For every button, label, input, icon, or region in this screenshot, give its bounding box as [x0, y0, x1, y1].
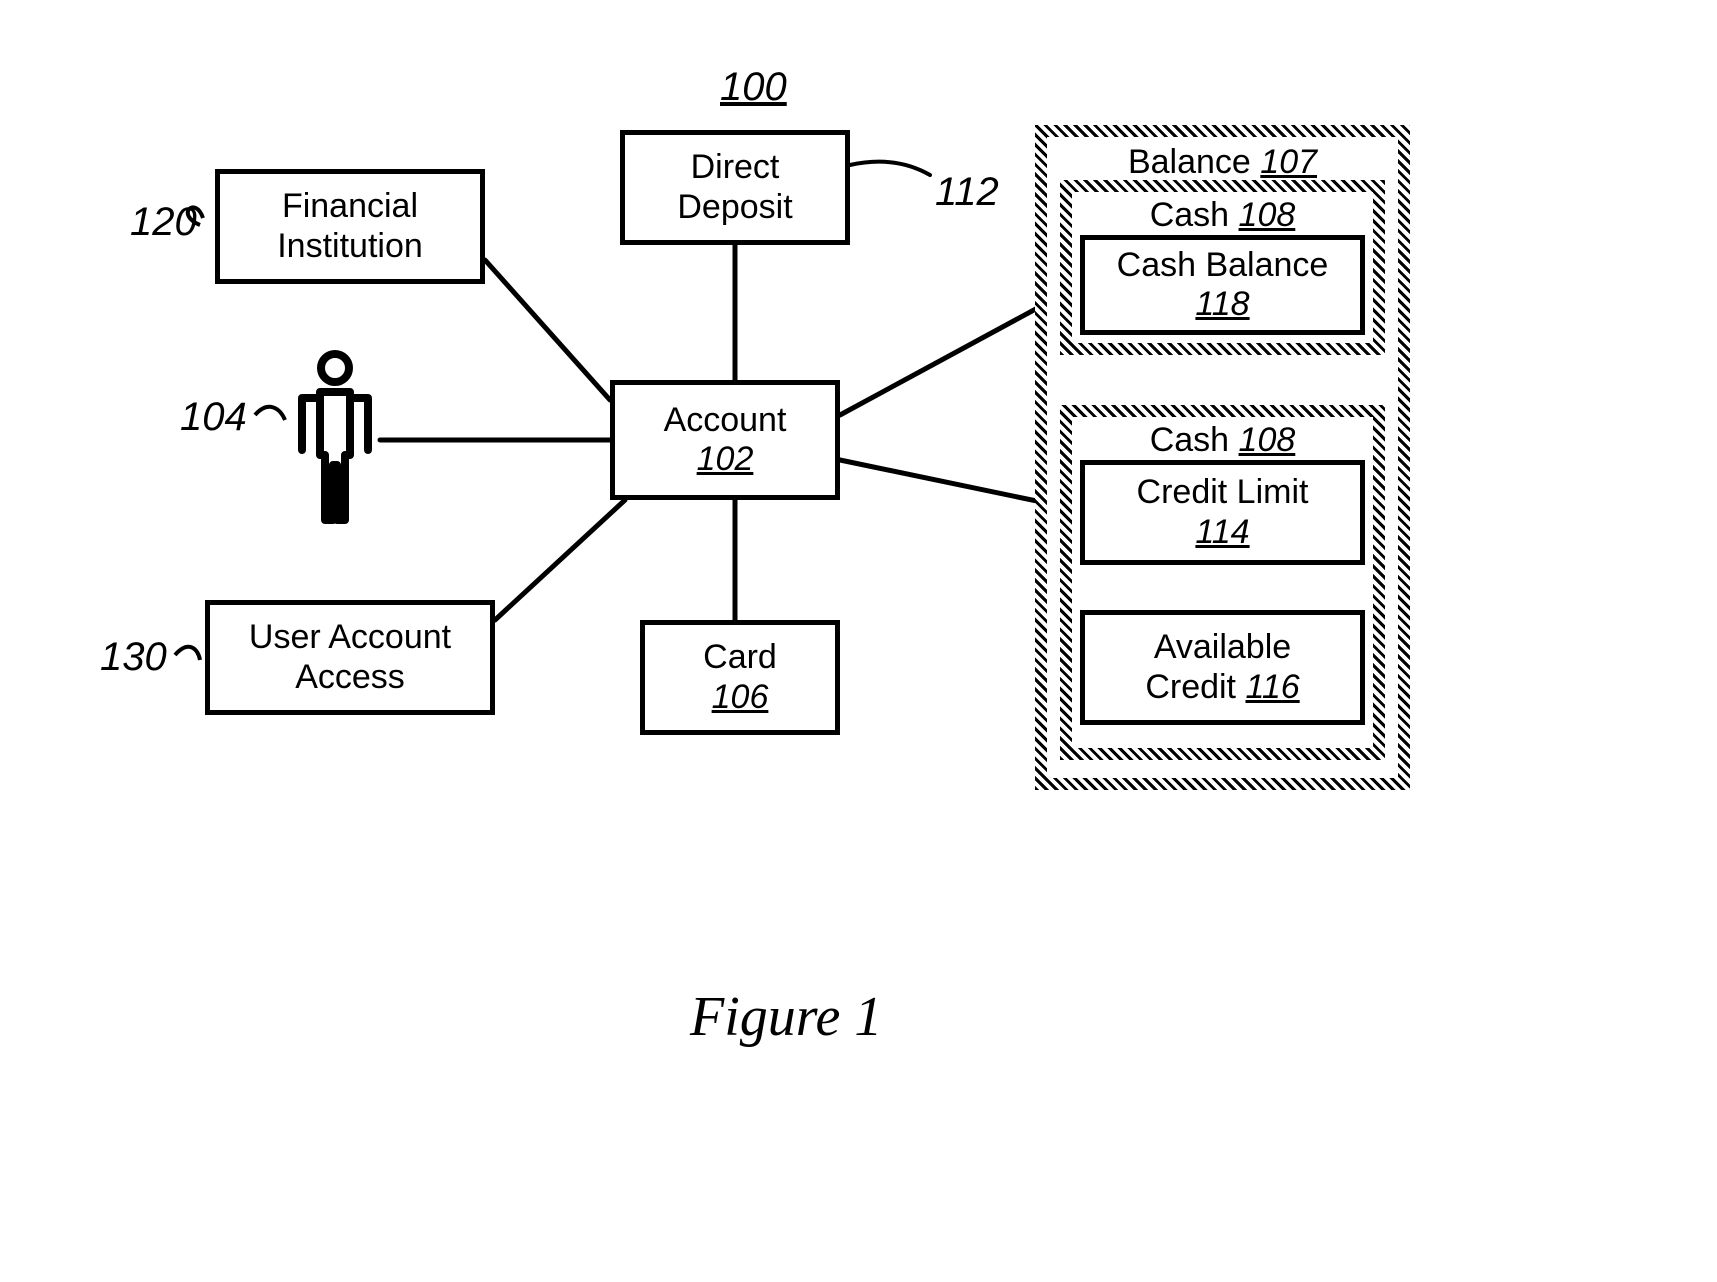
balance-title: Balance 107 — [1047, 143, 1398, 182]
node-label: Card — [703, 638, 777, 677]
node-label: Cash Balance — [1117, 246, 1329, 285]
node-card: Card 106 — [640, 620, 840, 735]
cash-upper-title: Cash 108 — [1072, 196, 1373, 235]
cash1-label: Cash — [1150, 196, 1229, 234]
avail-label2: Credit — [1145, 668, 1236, 706]
diagram-stage: 100 Financial Institution 120 Direct Dep… — [0, 0, 1717, 1282]
node-label: Credit Limit — [1137, 473, 1309, 512]
node-available-credit: Available Credit 116 — [1080, 610, 1365, 725]
node-label: Available — [1154, 628, 1291, 667]
node-number: 118 — [1195, 285, 1249, 324]
balance-num: 107 — [1260, 143, 1317, 181]
cash2-num: 108 — [1239, 421, 1296, 459]
balance-label: Balance — [1128, 143, 1251, 181]
ref-leader-130 — [0, 0, 1717, 1282]
cash1-num: 108 — [1239, 196, 1296, 234]
node-credit-limit: Credit Limit 114 — [1080, 460, 1365, 565]
node-cash-balance: Cash Balance 118 — [1080, 235, 1365, 335]
cash2-label: Cash — [1150, 421, 1229, 459]
avail-credit-line2: Credit 116 — [1145, 668, 1299, 707]
cash-lower-title: Cash 108 — [1072, 421, 1373, 460]
figure-caption: Figure 1 — [690, 985, 882, 1049]
avail-num: 116 — [1245, 668, 1299, 706]
node-number: 106 — [712, 678, 769, 717]
node-number: 114 — [1195, 513, 1249, 552]
